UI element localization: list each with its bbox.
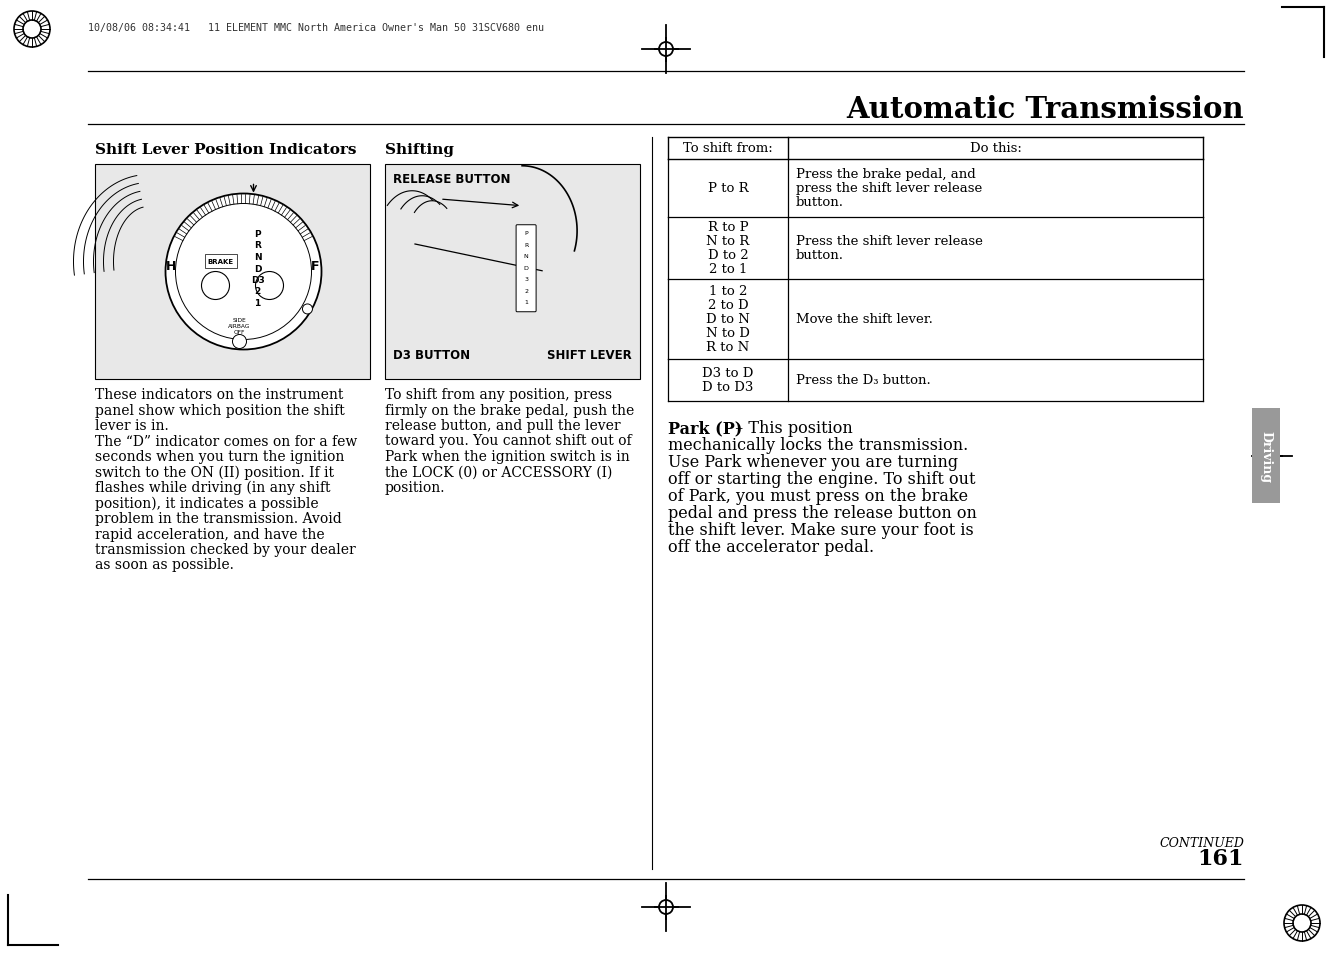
Text: firmly on the brake pedal, push the: firmly on the brake pedal, push the [385,403,634,417]
Text: rapid acceleration, and have the: rapid acceleration, and have the [95,527,325,541]
Text: the LOCK (0) or ACCESSORY (I): the LOCK (0) or ACCESSORY (I) [385,465,613,479]
Text: the shift lever. Make sure your foot is: the shift lever. Make sure your foot is [669,521,974,538]
Text: F: F [312,260,320,273]
Text: toward you. You cannot shift out of: toward you. You cannot shift out of [385,434,631,448]
Text: 1: 1 [254,298,261,308]
Text: D: D [523,266,529,271]
Text: R: R [254,241,261,251]
Text: position), it indicates a possible: position), it indicates a possible [95,496,318,511]
Text: problem in the transmission. Avoid: problem in the transmission. Avoid [95,512,342,525]
Text: The “D” indicator comes on for a few: The “D” indicator comes on for a few [95,434,357,448]
Text: 1: 1 [525,300,527,305]
Text: These indicators on the instrument: These indicators on the instrument [95,388,344,401]
Text: off or starting the engine. To shift out: off or starting the engine. To shift out [669,471,975,488]
Text: 2: 2 [254,287,261,296]
Text: N to R: N to R [706,234,750,248]
FancyBboxPatch shape [95,165,370,379]
Text: N to D: N to D [706,327,750,339]
Text: D to D3: D to D3 [702,380,754,394]
Text: press the shift lever release: press the shift lever release [797,182,982,194]
Text: lever is in.: lever is in. [95,418,169,433]
Text: To shift from any position, press: To shift from any position, press [385,388,613,401]
Text: Move the shift lever.: Move the shift lever. [797,313,932,326]
Text: button.: button. [797,249,844,262]
FancyBboxPatch shape [205,254,237,268]
Text: 2: 2 [523,289,527,294]
Text: SIDE
AIRBAG
OFF: SIDE AIRBAG OFF [228,318,250,335]
Text: Press the shift lever release: Press the shift lever release [797,234,983,248]
Text: panel show which position the shift: panel show which position the shift [95,403,345,417]
Text: position.: position. [385,480,445,495]
Text: 2 to 1: 2 to 1 [709,263,747,275]
Text: Do this:: Do this: [970,142,1022,155]
Text: R: R [523,242,529,248]
Text: 161: 161 [1197,847,1244,869]
FancyBboxPatch shape [1252,409,1280,503]
Text: flashes while driving (in any shift: flashes while driving (in any shift [95,480,330,495]
Text: D to N: D to N [706,313,750,326]
Text: – This position: – This position [730,419,852,436]
Text: pedal and press the release button on: pedal and press the release button on [669,504,976,521]
Text: CONTINUED: CONTINUED [1159,836,1244,849]
Text: seconds when you turn the ignition: seconds when you turn the ignition [95,450,345,463]
Text: mechanically locks the transmission.: mechanically locks the transmission. [669,436,968,454]
Text: 2 to D: 2 to D [707,298,749,312]
Text: D to 2: D to 2 [707,249,749,262]
Circle shape [256,273,284,300]
Text: D3 to D: D3 to D [702,367,754,379]
Text: Driving: Driving [1260,431,1272,482]
Circle shape [302,305,313,314]
Text: R to N: R to N [706,340,750,354]
Text: Shift Lever Position Indicators: Shift Lever Position Indicators [95,143,357,157]
Text: P: P [525,231,527,236]
Text: BRAKE: BRAKE [208,258,233,264]
Text: Press the brake pedal, and: Press the brake pedal, and [797,168,976,181]
Text: P to R: P to R [707,182,749,194]
Text: D3: D3 [250,275,264,285]
Text: release button, and pull the lever: release button, and pull the lever [385,418,621,433]
Text: Use Park whenever you are turning: Use Park whenever you are turning [669,454,958,471]
Text: Press the D₃ button.: Press the D₃ button. [797,374,931,387]
Text: R to P: R to P [707,221,749,233]
Text: transmission checked by your dealer: transmission checked by your dealer [95,542,356,557]
Text: RELEASE BUTTON: RELEASE BUTTON [393,172,510,186]
Text: Park when the ignition switch is in: Park when the ignition switch is in [385,450,630,463]
Text: of Park, you must press on the brake: of Park, you must press on the brake [669,488,968,504]
Text: as soon as possible.: as soon as possible. [95,558,234,572]
Text: SHIFT LEVER: SHIFT LEVER [547,349,631,361]
Text: Shifting: Shifting [385,143,454,157]
Text: button.: button. [797,195,844,209]
FancyBboxPatch shape [515,226,535,313]
Text: N: N [523,254,529,259]
Text: Park (P): Park (P) [669,419,742,436]
Text: switch to the ON (II) position. If it: switch to the ON (II) position. If it [95,465,334,479]
Text: D3 BUTTON: D3 BUTTON [393,349,470,361]
Text: Automatic Transmission: Automatic Transmission [847,95,1244,124]
Text: 3: 3 [523,277,527,282]
Circle shape [201,273,229,300]
Text: P: P [254,230,261,239]
Text: 10/08/06 08:34:41   11 ELEMENT MMC North America Owner's Man 50 31SCV680 enu: 10/08/06 08:34:41 11 ELEMENT MMC North A… [88,23,543,33]
Circle shape [165,194,321,350]
Text: 1 to 2: 1 to 2 [709,285,747,297]
Text: D: D [254,264,261,274]
Text: N: N [253,253,261,262]
Text: H: H [166,260,177,273]
Text: off the accelerator pedal.: off the accelerator pedal. [669,538,874,556]
FancyBboxPatch shape [385,165,639,379]
Circle shape [233,335,246,349]
Text: To shift from:: To shift from: [683,142,773,155]
